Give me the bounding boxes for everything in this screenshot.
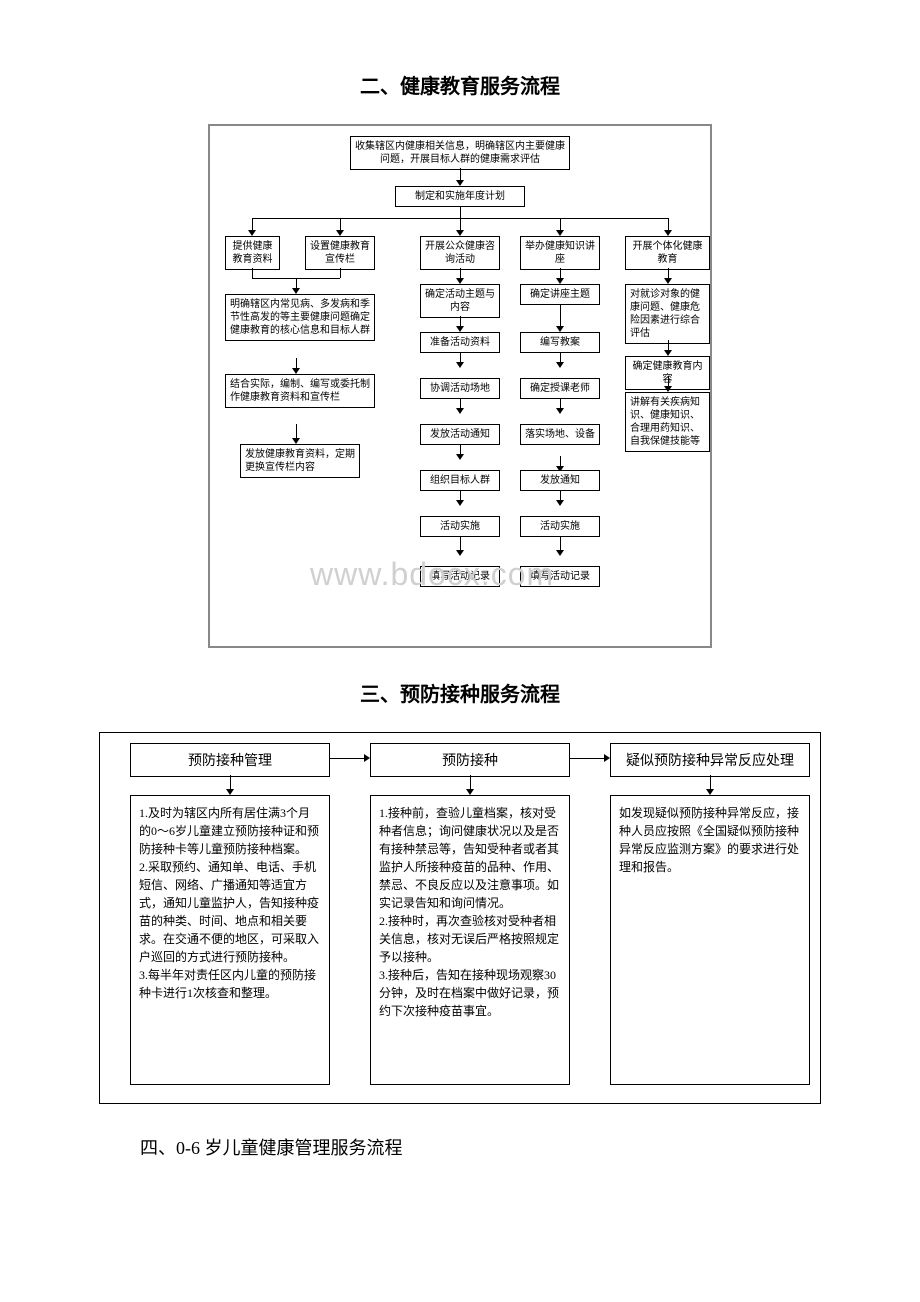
fc1-top: 收集辖区内健康相关信息，明确辖区内主要健康问题，开展目标人群的健康需求评估	[350, 136, 570, 170]
fc2-b3: 如发现疑似预防接种异常反应，接种人员应按照《全国疑似预防接种异常反应监测方案》的…	[610, 795, 810, 1085]
fc2-b1: 1.及时为辖区内所有居住满3个月的0～6岁儿童建立预防接种证和预防接种卡等儿童预…	[130, 795, 330, 1085]
line	[460, 536, 461, 550]
line	[668, 340, 669, 350]
fc1-col1: 提供健康教育资料	[225, 236, 280, 270]
fc1-left2: 结合实际，编制、编写或委托制作健康教育资料和宣传栏	[225, 374, 375, 408]
line	[340, 218, 341, 230]
fc1-c5-1: 对就诊对象的健康问题、健康危险因素进行综合评估	[625, 284, 710, 344]
arrow	[456, 500, 464, 506]
line	[710, 775, 711, 789]
line	[296, 424, 297, 438]
fc1-c4-5: 发放通知	[520, 470, 600, 491]
line	[296, 358, 297, 368]
section2-title: 二、健康教育服务流程	[60, 70, 860, 99]
line	[668, 218, 669, 230]
section3-title: 三、预防接种服务流程	[60, 678, 860, 707]
fc1-col4: 举办健康知识讲座	[520, 236, 600, 270]
line	[560, 490, 561, 500]
fc1-c4-7: 填写活动记录	[520, 566, 600, 587]
fc2-b2: 1.接种前，查验儿童档案，核对受种者信息；询问健康状况以及是否有接种禁忌等，告知…	[370, 795, 570, 1085]
arrow	[456, 550, 464, 556]
fc1-c3-2: 准备活动资料	[420, 332, 500, 353]
line	[252, 268, 253, 278]
line	[460, 206, 461, 218]
fc1-c4-4: 落实场地、设备	[520, 424, 600, 445]
arrow	[556, 362, 564, 368]
fc1-c4-2: 编写教案	[520, 332, 600, 353]
arrow	[456, 408, 464, 414]
line	[668, 268, 669, 278]
fc2-h2: 预防接种	[370, 743, 570, 777]
arrow	[556, 500, 564, 506]
fc2-h1: 预防接种管理	[130, 743, 330, 777]
line	[230, 775, 231, 789]
arrow	[556, 550, 564, 556]
line	[560, 536, 561, 550]
line	[330, 758, 364, 759]
line	[252, 218, 253, 230]
fc1-col3: 开展公众健康咨询活动	[420, 236, 500, 270]
fc1-c4-6: 活动实施	[520, 516, 600, 537]
line	[560, 456, 561, 466]
line	[560, 304, 561, 326]
fc1-c5-3: 讲解有关疾病知识、健康知识、合理用药知识、自我保健技能等	[625, 392, 710, 452]
fc1-c3-3: 协调活动场地	[420, 378, 500, 399]
fc1-left1: 明确辖区内常见病、多发病和季节性高发的等主要健康问题确定健康教育的核心信息和目标…	[225, 294, 375, 341]
vaccination-flowchart: 预防接种管理 预防接种 疑似预防接种异常反应处理 1.及时为辖区内所有居住满3个…	[99, 732, 821, 1104]
line	[340, 268, 341, 278]
arrow	[364, 754, 370, 762]
arrow	[556, 408, 564, 414]
arrow	[456, 362, 464, 368]
fc2-h3: 疑似预防接种异常反应处理	[610, 743, 810, 777]
line	[560, 268, 561, 278]
fc1-c3-1: 确定活动主题与内容	[420, 284, 500, 318]
health-edu-flowchart: 收集辖区内健康相关信息，明确辖区内主要健康问题，开展目标人群的健康需求评估 制定…	[208, 124, 712, 648]
section4-title: 四、0-6 岁儿童健康管理服务流程	[140, 1134, 860, 1160]
fc1-c4-1: 确定讲座主题	[520, 284, 600, 305]
line	[460, 316, 461, 326]
line	[460, 352, 461, 362]
line	[460, 168, 461, 180]
line	[470, 775, 471, 789]
fc1-c3-7: 填写活动记录	[420, 566, 500, 587]
line	[460, 268, 461, 278]
line	[460, 218, 461, 230]
fc1-col2: 设置健康教育宣传栏	[305, 236, 375, 270]
line	[560, 398, 561, 408]
fc1-c3-5: 组织目标人群	[420, 470, 500, 491]
line	[570, 758, 604, 759]
line	[560, 352, 561, 362]
arrow	[604, 754, 610, 762]
fc1-plan: 制定和实施年度计划	[395, 186, 525, 207]
line	[560, 218, 561, 230]
line	[460, 444, 461, 454]
line	[460, 398, 461, 408]
fc1-col5: 开展个体化健康教育	[625, 236, 710, 270]
fc1-c4-3: 确定授课老师	[520, 378, 600, 399]
fc1-c3-6: 活动实施	[420, 516, 500, 537]
fc1-left3: 发放健康教育资料，定期更换宣传栏内容	[240, 444, 360, 478]
line	[296, 278, 297, 288]
line	[668, 376, 669, 386]
arrow	[456, 454, 464, 460]
fc1-c3-4: 发放活动通知	[420, 424, 500, 445]
line	[460, 490, 461, 500]
